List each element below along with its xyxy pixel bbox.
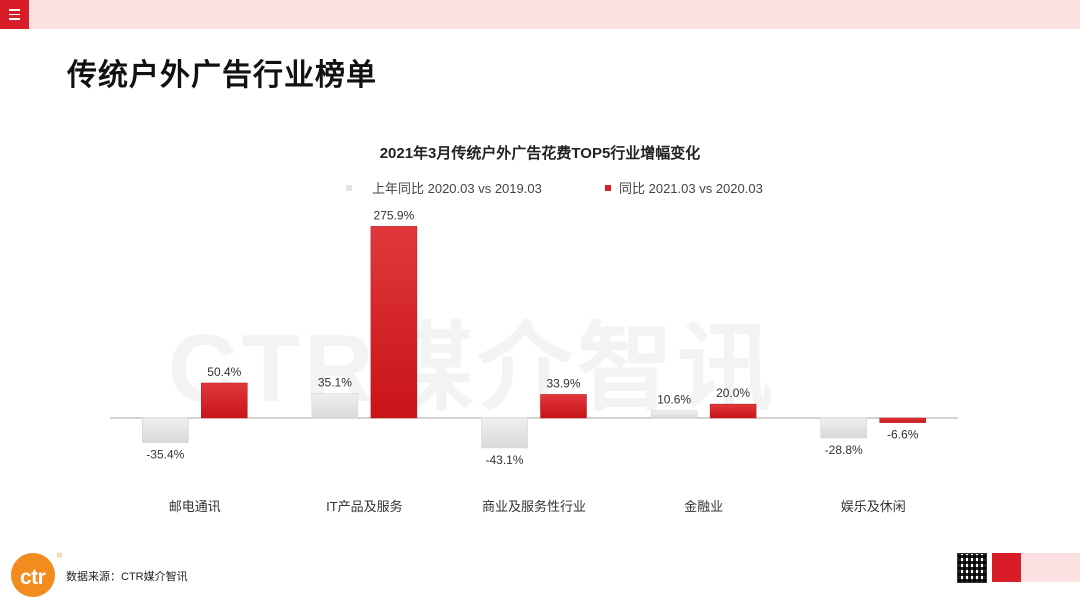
watermark: CTR媒介智讯 (168, 315, 778, 422)
corner-accent-pink (1021, 553, 1080, 582)
legend-swatch-prior-year (346, 184, 352, 191)
data-label-prior-year-0: -35.4% (146, 448, 184, 462)
legend-swatch-current-year (605, 184, 611, 191)
top-band (0, 0, 1080, 29)
data-label-prior-year-4: -28.8% (825, 443, 863, 457)
bar-prior-year-4 (820, 417, 867, 439)
hamburger-menu-icon (9, 9, 20, 11)
data-label-current-year-0: 50.4% (207, 365, 241, 379)
bar-current-year-2 (540, 394, 587, 419)
bar-prior-year-3 (650, 410, 698, 419)
data-label-current-year-1: 275.9% (374, 208, 415, 222)
data-label-current-year-2: 33.9% (546, 376, 580, 390)
bar-prior-year-2 (481, 417, 528, 449)
data-label-prior-year-2: -43.1% (485, 453, 523, 467)
bar-current-year-1 (370, 226, 418, 419)
data-label-current-year-4: -6.6% (887, 428, 919, 442)
ctr-logo-text: ctr (20, 566, 46, 589)
corner-accent-red (992, 553, 1021, 582)
bar-prior-year-0 (142, 417, 189, 443)
legend-label-prior-year: 上年同比 2020.03 vs 2019.03 (372, 181, 542, 196)
data-label-prior-year-1: 35.1% (318, 376, 352, 390)
page-title: 传统户外广告行业榜单 (67, 59, 377, 92)
ctr-logo (11, 553, 55, 597)
legend-label-current-year: 同比 2021.03 vs 2020.03 (619, 181, 763, 196)
menu-button[interactable] (0, 0, 29, 29)
registered-mark: ® (57, 553, 63, 560)
data-label-prior-year-3: 10.6% (657, 393, 691, 407)
chart-title: 2021年3月传统户外广告花费TOP5行业增幅变化 (379, 145, 701, 162)
bar-prior-year-1 (311, 393, 359, 419)
legend-item-prior-year: 上年同比 2020.03 vs 2019.03 (346, 178, 542, 197)
qr-code-icon (957, 553, 987, 583)
bar-current-year-0 (201, 382, 248, 419)
legend-item-current-year: 同比 2021.03 vs 2020.03 (605, 178, 763, 197)
category-label-0: 邮电通讯 (169, 499, 221, 514)
category-label-1: IT产品及服务 (326, 499, 403, 514)
category-label-3: 金融业 (684, 499, 723, 514)
bar-current-year-3 (709, 403, 757, 419)
data-source: 数据来源：CTR媒介智讯 (66, 571, 188, 583)
category-label-2: 商业及服务性行业 (482, 499, 586, 514)
data-label-current-year-3: 20.0% (716, 386, 750, 400)
category-label-4: 娱乐及休闲 (841, 499, 906, 514)
bar-current-year-4 (879, 417, 926, 423)
